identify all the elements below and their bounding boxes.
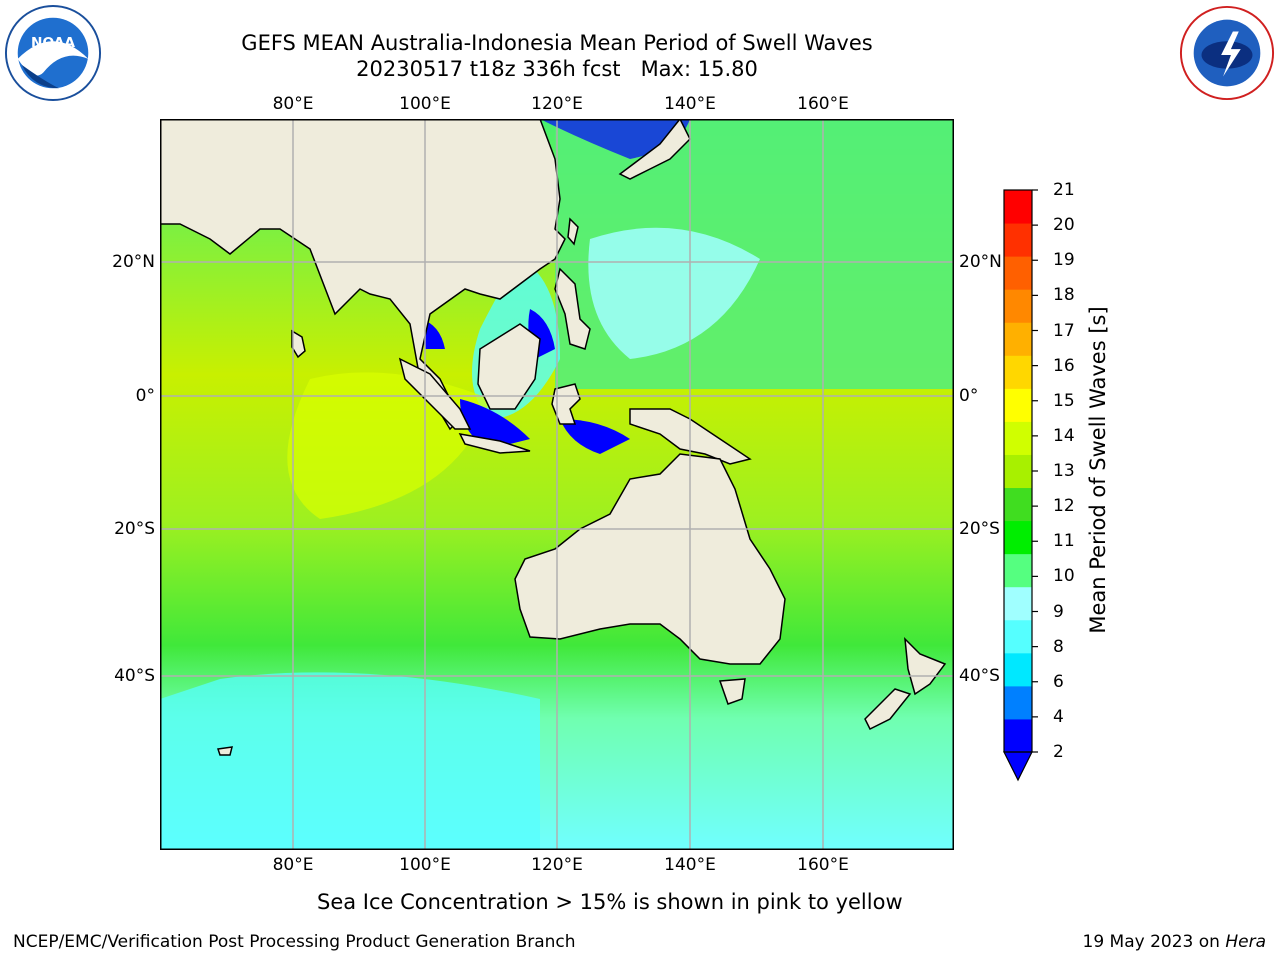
colorbar-segment [1004, 256, 1032, 290]
lat-label-right: 20°S [959, 519, 1000, 539]
lat-label-right: 40°S [959, 666, 1000, 686]
noaa-logo: NOAA [4, 4, 102, 102]
lat-label-left: 20°S [114, 519, 155, 539]
noaa-logo-text: NOAA [31, 35, 75, 51]
colorbar-tick-label: 10 [1053, 566, 1075, 587]
colorbar-tick-label: 8 [1053, 636, 1064, 657]
footer-credit: NCEP/EMC/Verification Post Processing Pr… [13, 932, 576, 952]
sea-ice-note: Sea Ice Concentration > 15% is shown in … [317, 890, 903, 914]
colorbar-tick-label: 19 [1053, 250, 1075, 271]
footer-host: Hera [1225, 932, 1266, 952]
swell-period-map [160, 119, 954, 850]
colorbar-tick-label: 12 [1053, 496, 1075, 517]
lon-label-top: 160°E [797, 94, 849, 114]
colorbar-tick-label: 2 [1053, 742, 1064, 762]
colorbar-tick-label: 17 [1053, 320, 1075, 341]
colorbar-tick-label: 4 [1053, 706, 1064, 727]
footer-date-text: 19 May 2023 on [1082, 932, 1226, 952]
lon-label-top: 140°E [664, 94, 716, 114]
lon-label-bottom: 80°E [272, 855, 314, 875]
colorbar-tick-label: 18 [1053, 285, 1075, 306]
lat-label-right: 0° [959, 386, 979, 406]
tasmania [718, 678, 746, 705]
new-zealand-north [904, 636, 947, 696]
colorbar [1003, 189, 1038, 782]
pacific-cyan-zone [588, 227, 760, 359]
lon-label-top: 100°E [399, 94, 451, 114]
colorbar-segment [1004, 553, 1032, 588]
colorbar-segment [1004, 619, 1032, 654]
chart-subtitle: 20230517 t18z 336h fcst Max: 15.80 [356, 57, 758, 81]
colorbar-segment [1004, 289, 1032, 323]
colorbar-tick-label: 20 [1053, 215, 1075, 236]
graticule [160, 119, 954, 850]
kerguelen [217, 746, 233, 756]
australia [514, 453, 786, 665]
sri-lanka [291, 329, 306, 359]
lat-label-left: 20°N [112, 252, 155, 272]
colorbar-tick-label: 6 [1053, 671, 1064, 692]
lon-label-bottom: 100°E [399, 855, 451, 875]
lon-label-bottom: 120°E [531, 855, 583, 875]
colorbar-segment [1004, 388, 1032, 422]
colorbar-segment [1004, 223, 1032, 257]
colorbar-tick-label: 11 [1053, 531, 1075, 552]
lon-label-top: 80°E [272, 94, 314, 114]
footer-date: 19 May 2023 on Hera [1083, 932, 1267, 952]
colorbar-segment [1004, 586, 1032, 621]
asia-mainland [160, 119, 566, 431]
lon-label-top: 120°E [531, 94, 583, 114]
colorbar-segment [1004, 487, 1032, 522]
lat-label-right: 20°N [959, 252, 1002, 272]
colorbar-tick-label: 16 [1053, 355, 1075, 376]
colorbar-tick-label: 13 [1053, 461, 1075, 481]
lon-label-bottom: 140°E [664, 855, 716, 875]
colorbar-segment [1004, 322, 1032, 356]
land-masses [160, 119, 947, 756]
map-frame [160, 119, 954, 850]
colorbar-tick-label: 14 [1053, 425, 1075, 446]
nws-logo [1179, 5, 1275, 101]
japan [618, 119, 691, 180]
colorbar-segment [1004, 190, 1032, 224]
colorbar-extension [1003, 751, 1033, 782]
colorbar-segment [1004, 421, 1032, 455]
philippines [554, 267, 591, 350]
lat-label-left: 40°S [114, 666, 155, 686]
colorbar-segment [1004, 685, 1032, 720]
java [458, 433, 531, 454]
lon-label-bottom: 160°E [797, 855, 849, 875]
taiwan [567, 217, 579, 246]
colorbar-tick-label: 21 [1053, 180, 1075, 200]
colorbar-tick-label: 9 [1053, 601, 1064, 622]
colorbar-title: Mean Period of Swell Waves [s] [1086, 306, 1110, 634]
low-period-patch [560, 419, 630, 454]
colorbar-tick-label: 15 [1053, 390, 1075, 411]
borneo [477, 323, 541, 410]
colorbar-segment [1004, 454, 1032, 489]
southern-cyan-zone [160, 672, 540, 850]
new-zealand-south [864, 688, 912, 731]
sumatra [398, 357, 472, 430]
colorbar-segment [1004, 718, 1032, 753]
sulawesi [551, 383, 581, 425]
colorbar-segment [1004, 355, 1032, 389]
colorbar-segment [1004, 652, 1032, 687]
lat-label-left: 0° [135, 386, 155, 406]
colorbar-segment [1004, 520, 1032, 555]
chart-title: GEFS MEAN Australia-Indonesia Mean Perio… [241, 31, 873, 55]
